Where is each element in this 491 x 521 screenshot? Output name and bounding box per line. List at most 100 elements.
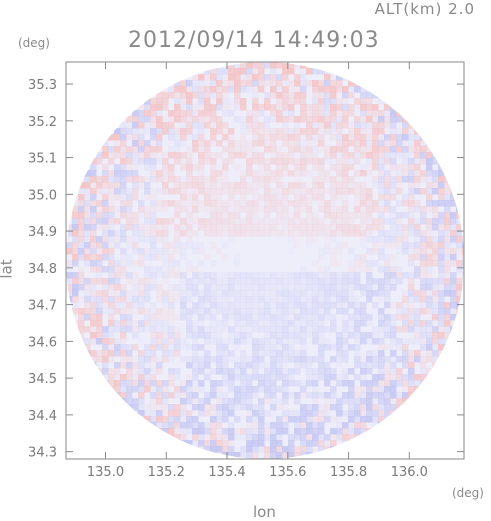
radar-cell (378, 200, 385, 207)
radar-cell (234, 386, 241, 393)
radar-cell (174, 350, 181, 357)
radar-cell (120, 122, 127, 129)
radar-cell (258, 434, 265, 441)
radar-cell (186, 308, 193, 315)
radar-cell (276, 116, 283, 123)
radar-cell (306, 446, 313, 453)
radar-cell (252, 374, 259, 381)
radar-cell (90, 278, 97, 285)
radar-cell (162, 290, 169, 297)
radar-cell (288, 368, 295, 375)
radar-cell (360, 86, 367, 93)
radar-cell (84, 248, 91, 255)
radar-cell (288, 314, 295, 321)
radar-cell (90, 188, 97, 195)
radar-cell (72, 224, 79, 231)
radar-cell (300, 140, 307, 147)
radar-cell (378, 320, 385, 327)
radar-cell (360, 380, 367, 387)
radar-cell (90, 260, 97, 267)
radar-cell (426, 284, 433, 291)
radar-cell (282, 128, 289, 135)
radar-cell (210, 428, 217, 435)
radar-cell (300, 314, 307, 321)
radar-cell (90, 206, 97, 213)
radar-cell (234, 362, 241, 369)
radar-cell (438, 260, 445, 267)
radar-cell (372, 392, 379, 399)
radar-cell (198, 386, 205, 393)
radar-cell (324, 308, 331, 315)
radar-cell (360, 140, 367, 147)
radar-cell (426, 194, 433, 201)
radar-cell (408, 284, 415, 291)
radar-cell (132, 146, 139, 153)
radar-cell (198, 380, 205, 387)
radar-cell (276, 344, 283, 351)
radar-cell (252, 410, 259, 417)
radar-cell (288, 224, 295, 231)
radar-cell (438, 278, 445, 285)
radar-cell (240, 290, 247, 297)
radar-cell (438, 170, 445, 177)
radar-cell (144, 368, 151, 375)
radar-cell (240, 68, 247, 75)
radar-cell (180, 314, 187, 321)
radar-cell (348, 284, 355, 291)
radar-cell (162, 350, 169, 357)
x-tick-label: 136.0 (391, 465, 428, 480)
radar-cell (420, 158, 427, 165)
radar-cell (288, 332, 295, 339)
radar-cell (426, 296, 433, 303)
radar-cell (312, 440, 319, 447)
radar-cell (72, 212, 79, 219)
radar-cell (294, 86, 301, 93)
radar-cell (390, 134, 397, 141)
radar-cell (102, 194, 109, 201)
radar-cell (96, 368, 103, 375)
radar-cell (174, 152, 181, 159)
radar-cell (336, 398, 343, 405)
radar-cell (234, 164, 241, 171)
radar-cell (246, 110, 253, 117)
radar-cell (450, 290, 457, 297)
radar-cell (240, 218, 247, 225)
radar-cell (222, 98, 229, 105)
radar-cell (384, 380, 391, 387)
radar-cell (306, 110, 313, 117)
radar-cell (138, 158, 145, 165)
radar-cell (336, 176, 343, 183)
radar-cell (228, 230, 235, 237)
radar-cell (204, 350, 211, 357)
radar-cell (174, 428, 181, 435)
radar-cell (336, 344, 343, 351)
radar-cell (378, 290, 385, 297)
radar-cell (288, 236, 295, 243)
radar-cell (402, 272, 409, 279)
radar-cell (192, 344, 199, 351)
radar-cell (282, 374, 289, 381)
radar-cell (282, 302, 289, 309)
radar-cell (396, 398, 403, 405)
radar-cell (174, 332, 181, 339)
radar-cell (132, 140, 139, 147)
radar-cell (450, 218, 457, 225)
radar-cell (264, 302, 271, 309)
radar-cell (462, 236, 464, 243)
radar-cell (126, 314, 133, 321)
radar-cell (330, 122, 337, 129)
radar-cell (270, 404, 277, 411)
radar-cell (360, 200, 367, 207)
radar-cell (114, 176, 121, 183)
radar-cell (90, 290, 97, 297)
radar-cell (102, 338, 109, 345)
radar-cell (192, 332, 199, 339)
radar-cell (300, 188, 307, 195)
radar-cell (366, 428, 373, 435)
radar-cell (378, 188, 385, 195)
radar-cell (192, 74, 199, 81)
radar-cell (186, 344, 193, 351)
radar-cell (246, 140, 253, 147)
radar-cell (348, 344, 355, 351)
radar-cell (264, 362, 271, 369)
